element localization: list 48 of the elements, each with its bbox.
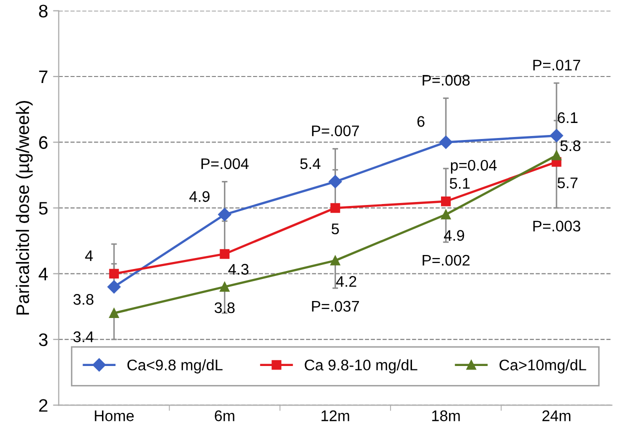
data-label: 4	[85, 250, 93, 261]
annotation: P=.007	[312, 125, 359, 136]
data-label: 3.4	[73, 331, 94, 342]
annotation: P=.002	[422, 254, 470, 266]
point	[328, 175, 342, 188]
point	[107, 280, 121, 294]
y-tick-label: 3	[38, 333, 48, 346]
data-label: 6	[417, 116, 424, 127]
point	[439, 136, 452, 149]
data-label: 6.1	[558, 112, 578, 124]
point	[109, 268, 119, 279]
data-label: 3.8	[214, 302, 235, 314]
x-tick-label: 18m	[432, 410, 460, 422]
annotation: p=0.04	[450, 160, 497, 174]
y-tick-label: 5	[38, 202, 48, 215]
x-tick-label: Home	[94, 410, 134, 422]
legend-label: Ca>10mg/dL	[500, 359, 586, 374]
data-label: 4.9	[444, 230, 464, 241]
data-label: 5	[332, 224, 339, 234]
point	[218, 208, 232, 222]
point	[330, 203, 340, 213]
y-tick-label: 8	[39, 4, 48, 18]
data-label: 5.1	[450, 178, 470, 189]
data-label: 5.8	[560, 140, 580, 152]
annotation: P=.037	[312, 300, 359, 312]
y-tick-label: 4	[38, 268, 48, 280]
y-tick-label: 6	[39, 136, 48, 149]
y-axis-title: Paricalcitol dose (µg/week)	[16, 101, 33, 315]
y-tick-label: 2	[39, 399, 48, 412]
point	[441, 196, 451, 206]
x-tick-label: 6m	[214, 410, 234, 422]
data-label: 4.9	[189, 191, 210, 202]
point	[220, 249, 230, 259]
annotation: P=.017	[533, 60, 580, 71]
legend-label: Ca 9.8-10 mg/dL	[304, 359, 418, 374]
annotation: P=.003	[533, 220, 580, 232]
annotation: P=.004	[201, 158, 249, 170]
data-label: 5.7	[558, 178, 578, 188]
x-tick-label: 24m	[542, 410, 570, 422]
data-label: 3.8	[73, 294, 94, 305]
y-tick-label: 7	[39, 70, 48, 84]
data-label: 4.2	[336, 276, 356, 287]
legend-label: Ca<9.8 mg/dL	[127, 359, 223, 374]
data-label: 4.3	[228, 264, 248, 275]
point	[330, 256, 340, 266]
annotation: P=.008	[422, 74, 470, 86]
x-tick-label: 12m	[322, 410, 350, 422]
data-label: 5.4	[300, 158, 320, 170]
